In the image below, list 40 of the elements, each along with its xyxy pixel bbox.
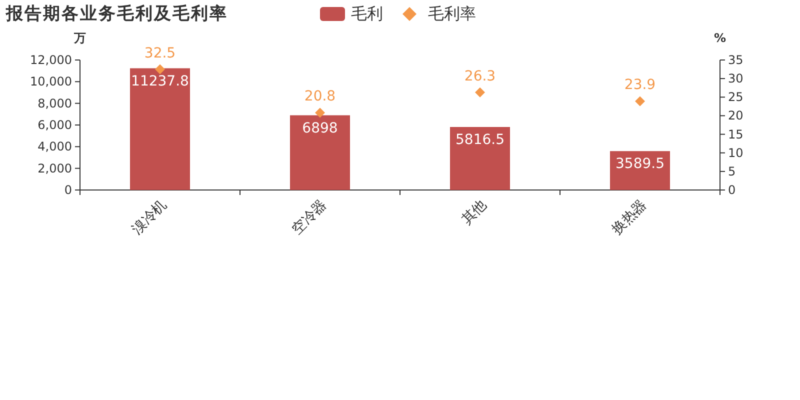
y2-tick-label: 25 bbox=[728, 90, 744, 104]
y2-tick-label: 0 bbox=[728, 183, 736, 197]
point bbox=[155, 64, 165, 74]
x-tick-label: 溴冷机 bbox=[128, 196, 170, 238]
chart-title: 报告期各业务毛利及毛利率 bbox=[5, 4, 228, 24]
legend-label: 毛利 bbox=[351, 4, 383, 23]
y-tick-label: 2,000 bbox=[38, 161, 72, 176]
y-tick-label: 6,000 bbox=[38, 118, 72, 132]
y2-tick-label: 35 bbox=[728, 53, 744, 67]
data-label: 26.3 bbox=[464, 68, 496, 84]
bar bbox=[450, 126, 510, 190]
data-label: 23.9 bbox=[624, 77, 656, 94]
x-tick-label: 换热器 bbox=[608, 196, 650, 238]
point bbox=[475, 87, 485, 98]
y2-tick-label: 5 bbox=[728, 164, 736, 178]
data-label: 3589.5 bbox=[616, 156, 664, 172]
y-tick-label: 8,000 bbox=[38, 96, 72, 110]
data-label: 11237.8 bbox=[131, 73, 189, 90]
y2-tick-label: 30 bbox=[728, 72, 744, 86]
data-label: 5816.5 bbox=[456, 132, 504, 148]
y-tick-label: 0 bbox=[64, 183, 72, 197]
y-tick-label: 12,000 bbox=[30, 53, 72, 67]
y2-tick-label: 15 bbox=[728, 127, 744, 142]
x-tick-label: 其他 bbox=[458, 196, 490, 228]
y2-tick-label: 20 bbox=[728, 108, 744, 123]
x-tick-label: 空冷器 bbox=[288, 196, 330, 238]
y2-axis-title: % bbox=[714, 31, 726, 45]
data-label: 32.5 bbox=[144, 45, 176, 62]
point bbox=[635, 96, 645, 106]
point bbox=[315, 108, 325, 118]
data-label: 6898 bbox=[302, 120, 338, 136]
data-label: 20.8 bbox=[304, 88, 336, 105]
y-tick-label: 10,000 bbox=[30, 74, 72, 89]
y2-tick-label: 10 bbox=[728, 146, 744, 160]
legend-label: 毛利率 bbox=[428, 4, 476, 23]
y-axis-title: 万 bbox=[73, 31, 86, 45]
bar bbox=[610, 151, 670, 190]
bar bbox=[290, 115, 350, 190]
bar bbox=[130, 68, 190, 190]
y-tick-label: 4,000 bbox=[38, 140, 72, 154]
